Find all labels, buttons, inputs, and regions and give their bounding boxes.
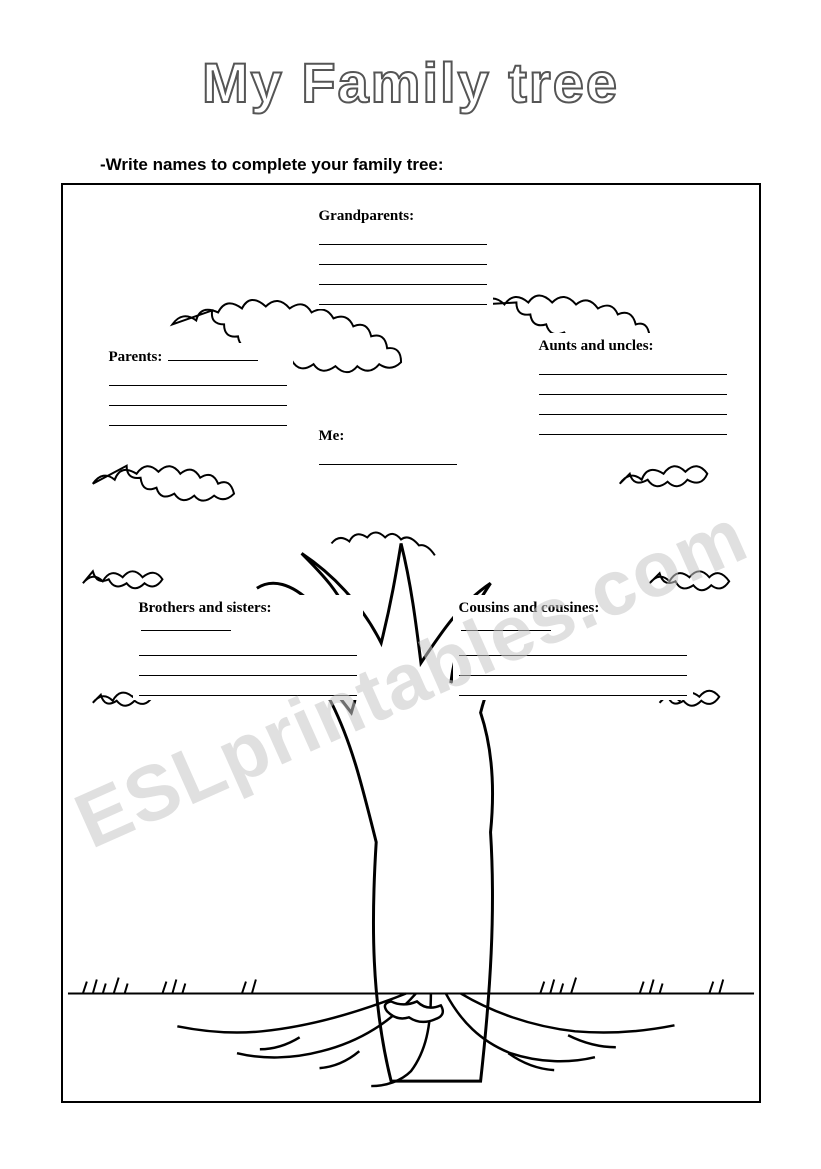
label-me: Me: — [319, 428, 345, 444]
label-cousins: Cousins and cousines: — [459, 600, 600, 616]
blank-line[interactable] — [459, 642, 687, 656]
blank-line[interactable] — [139, 682, 357, 696]
label-siblings: Brothers and sisters: — [139, 600, 272, 616]
blank-line[interactable] — [459, 662, 687, 676]
blank-line[interactable] — [319, 451, 457, 465]
blank-line[interactable] — [319, 271, 487, 285]
label-grandparents: Grandparents: — [319, 208, 415, 224]
blank-line[interactable] — [139, 662, 357, 676]
blank-line[interactable] — [459, 682, 687, 696]
section-parents: Parents: — [103, 343, 293, 430]
label-parents: Parents: — [109, 349, 163, 365]
blank-line[interactable] — [319, 251, 487, 265]
blank-line[interactable] — [141, 617, 231, 631]
label-aunts-uncles: Aunts and uncles: — [539, 338, 654, 354]
worksheet-page: My Family tree -Write names to complete … — [0, 0, 821, 1169]
blank-line[interactable] — [539, 381, 727, 395]
section-cousins: Cousins and cousines: — [453, 595, 693, 700]
blank-line[interactable] — [319, 231, 487, 245]
blank-line[interactable] — [139, 642, 357, 656]
worksheet-frame: Grandparents: Parents: Aunts and uncles:… — [61, 183, 761, 1103]
blank-line[interactable] — [109, 392, 287, 406]
blank-line[interactable] — [539, 361, 727, 375]
blank-line[interactable] — [461, 617, 551, 631]
blank-line[interactable] — [539, 421, 727, 435]
blank-line[interactable] — [168, 347, 258, 361]
section-siblings: Brothers and sisters: — [133, 595, 363, 700]
blank-line[interactable] — [109, 372, 287, 386]
instruction-text: -Write names to complete your family tre… — [100, 155, 761, 175]
page-title: My Family tree — [60, 50, 761, 115]
section-grandparents: Grandparents: — [313, 203, 493, 309]
blank-line[interactable] — [109, 412, 287, 426]
blank-line[interactable] — [539, 401, 727, 415]
section-me: Me: — [313, 423, 463, 469]
blank-line[interactable] — [319, 291, 487, 305]
section-aunts-uncles: Aunts and uncles: — [533, 333, 733, 439]
